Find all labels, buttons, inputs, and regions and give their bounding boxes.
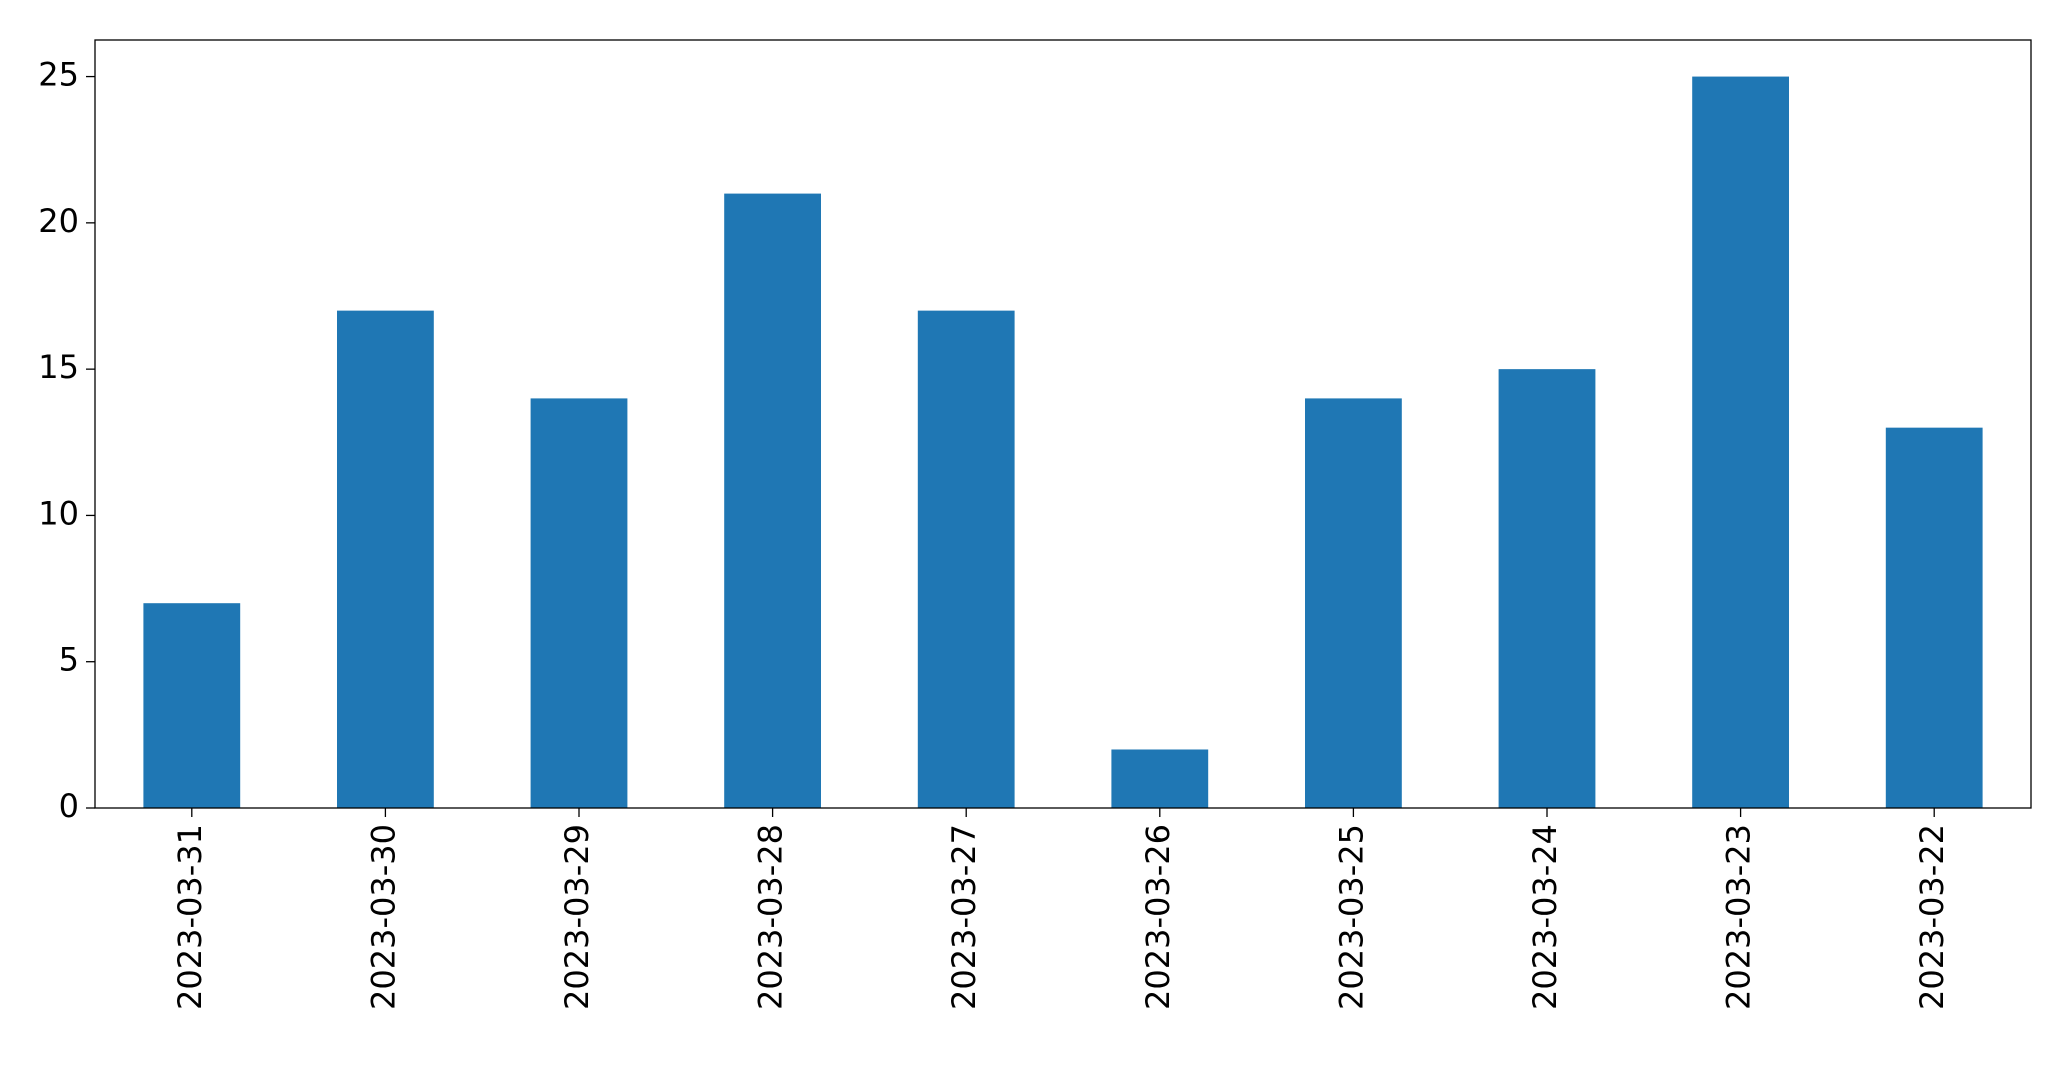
- x-tick-label: 2023-03-22: [1913, 824, 1951, 1010]
- x-tick-label: 2023-03-29: [558, 824, 596, 1010]
- x-tick-label: 2023-03-26: [1139, 824, 1177, 1010]
- bar: [1692, 76, 1789, 809]
- bar: [917, 310, 1015, 808]
- y-tick-label: 10: [38, 494, 79, 532]
- y-tick-label: 0: [59, 787, 79, 825]
- x-tick-label: 2023-03-24: [1526, 824, 1564, 1010]
- bar: [724, 193, 821, 809]
- x-tick-label: 2023-03-27: [945, 824, 983, 1010]
- x-tick-label: 2023-03-28: [752, 824, 790, 1010]
- bar: [337, 310, 434, 808]
- x-tick-label: 2023-03-31: [171, 824, 209, 1010]
- y-tick-label: 15: [38, 348, 79, 386]
- x-tick-label: 2023-03-30: [364, 824, 402, 1010]
- bar: [1111, 749, 1209, 808]
- bar: [1498, 369, 1596, 808]
- y-tick-label: 20: [38, 202, 79, 240]
- x-tick-label: 2023-03-23: [1720, 824, 1758, 1010]
- plot-frame: [94, 39, 2032, 809]
- x-tick-label: 2023-03-25: [1332, 824, 1370, 1010]
- y-tick-label: 25: [38, 56, 79, 94]
- bar: [1305, 398, 1402, 808]
- bar: [143, 603, 241, 808]
- bar: [530, 398, 628, 808]
- bar: [1885, 427, 1983, 808]
- y-tick-label: 5: [59, 641, 79, 679]
